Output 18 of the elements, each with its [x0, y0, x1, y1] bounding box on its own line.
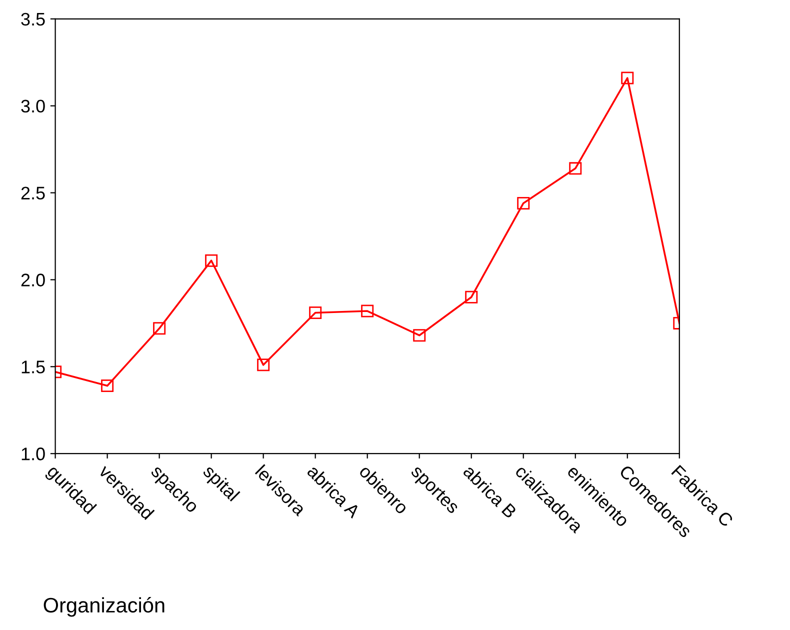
point — [361, 304, 374, 318]
point — [101, 380, 114, 392]
point — [153, 322, 166, 335]
y-tick-label: 2.5 — [21, 186, 45, 200]
point — [309, 306, 322, 320]
point — [517, 196, 530, 210]
point — [205, 254, 218, 267]
point — [569, 162, 582, 175]
y-tick-label: 1.5 — [22, 360, 45, 374]
point — [621, 72, 634, 84]
y-tick-label: 1.0 — [22, 448, 45, 460]
y-tick-label: 3.0 — [21, 100, 45, 113]
x-axis-title: Organización — [44, 597, 164, 617]
point — [257, 358, 270, 372]
y-tick-label: 2.0 — [21, 274, 45, 286]
point — [413, 329, 426, 342]
y-tick-label: 3.5 — [21, 12, 45, 26]
point — [465, 290, 478, 304]
